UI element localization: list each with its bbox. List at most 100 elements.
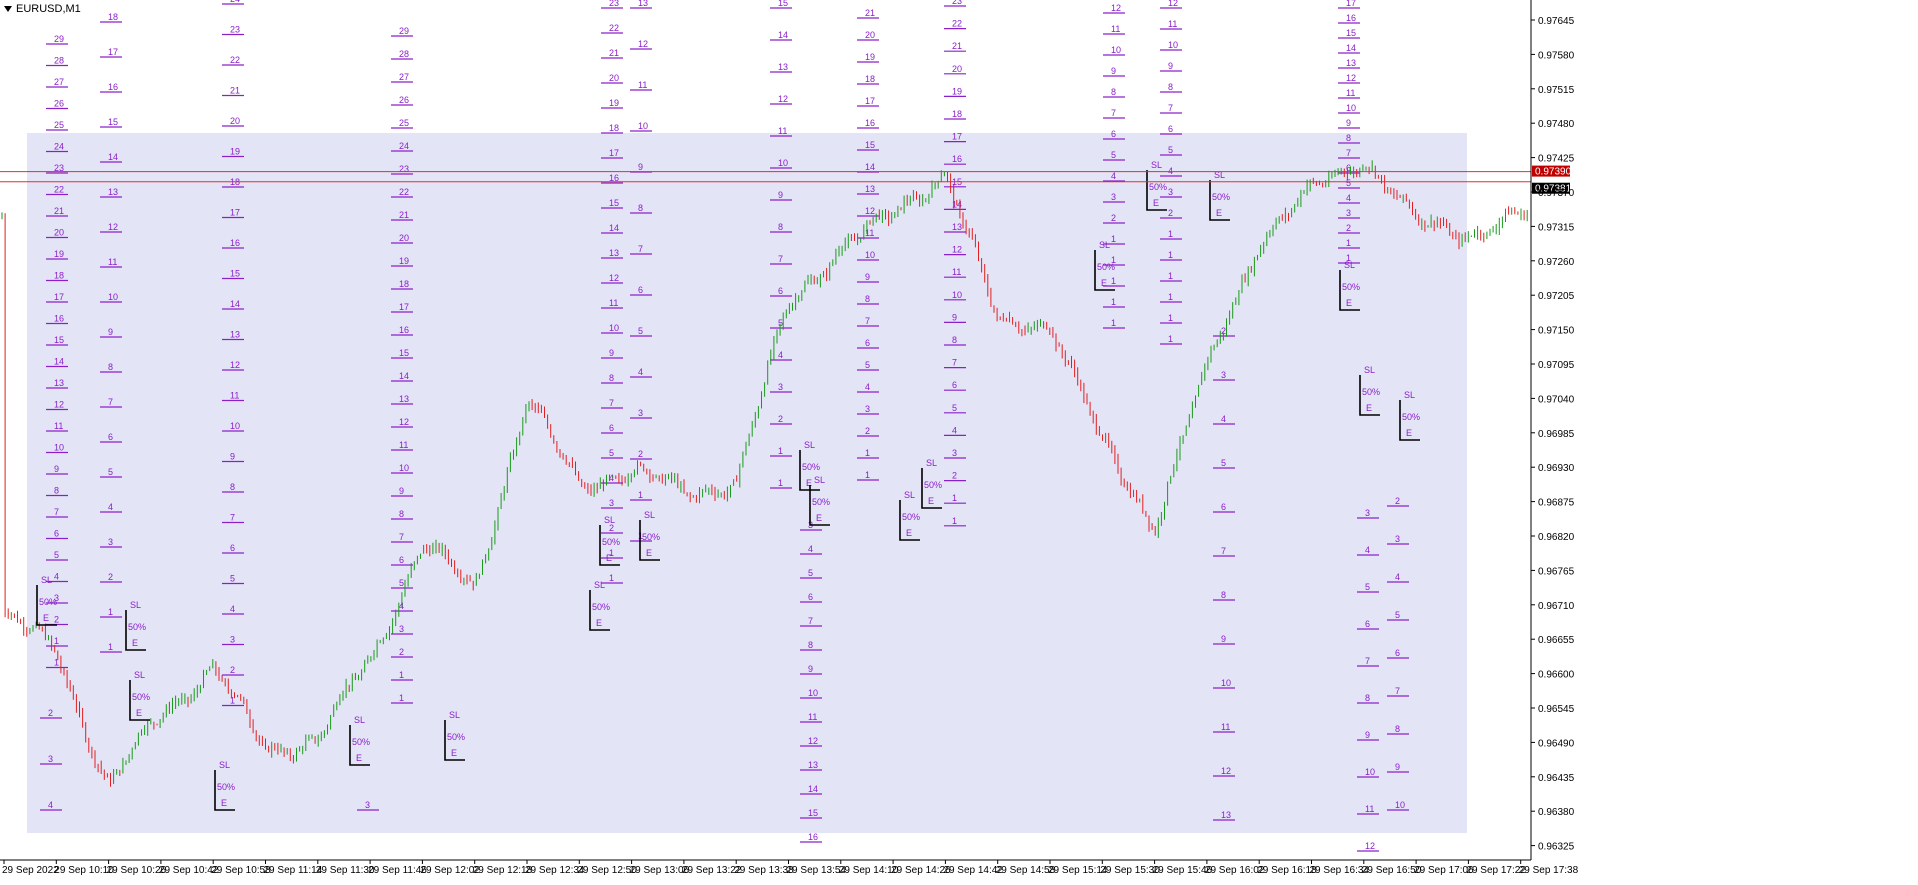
x-tick-label: 29 Sep 12:02 <box>420 865 480 876</box>
level-label: 5 <box>865 360 870 370</box>
level-label: 10 <box>952 290 962 300</box>
level-label: 9 <box>108 327 113 337</box>
level-label: 21 <box>952 41 962 51</box>
level-label: 6 <box>865 338 870 348</box>
entry-label: E <box>43 613 49 623</box>
entry-label: E <box>1346 298 1352 308</box>
level-label: 10 <box>399 463 409 473</box>
level-label: 13 <box>778 62 788 72</box>
trade-box <box>589 590 610 631</box>
fifty-label: 50% <box>217 782 235 792</box>
level-label: 27 <box>54 77 64 87</box>
level-label: 15 <box>1346 28 1356 38</box>
level-label: 23 <box>609 0 619 8</box>
sl-label: SL <box>354 715 365 725</box>
x-tick-label: 29 Sep 17:38 <box>1519 865 1579 876</box>
level-label: 11 <box>1111 24 1120 34</box>
fifty-label: 50% <box>1342 282 1360 292</box>
level-label: 3 <box>230 635 235 645</box>
level-label: 13 <box>399 394 409 404</box>
level-label: 1 <box>638 490 643 500</box>
x-tick-label: 29 Sep 15:30 <box>1100 865 1160 876</box>
chart-title[interactable]: EURUSD,M1 <box>4 3 81 15</box>
entry-label: E <box>1101 278 1107 288</box>
level-label: 24 <box>54 142 64 152</box>
level-label: 8 <box>638 203 643 213</box>
sl-label: SL <box>1151 160 1162 170</box>
level-label: 1 <box>399 693 404 703</box>
entry-label: E <box>646 548 652 558</box>
level-label: 13 <box>808 760 818 770</box>
level-label: 7 <box>1111 108 1116 118</box>
level-label: 6 <box>1346 163 1351 173</box>
level-label: 2 <box>609 523 614 533</box>
price-label-current-bg <box>1532 182 1570 194</box>
level-label: 1 <box>1168 250 1173 260</box>
x-tick-label: 29 Sep 12:50 <box>577 865 637 876</box>
level-label: 5 <box>54 550 59 560</box>
level-label: 20 <box>399 233 409 243</box>
x-tick-label: 29 Sep 16:50 <box>1362 865 1422 876</box>
x-tick-label: 29 Sep 10:58 <box>211 865 271 876</box>
fifty-label: 50% <box>1149 182 1167 192</box>
y-tick-label: 0.96490 <box>1538 738 1575 749</box>
level-label: 9 <box>952 312 957 322</box>
y-tick-label: 0.97480 <box>1538 119 1575 130</box>
fifty-label: 50% <box>352 737 370 747</box>
sl-label: SL <box>604 515 615 525</box>
sl-label: SL <box>219 760 230 770</box>
level-label: 1 <box>1111 234 1116 244</box>
y-tick-label: 0.96820 <box>1538 532 1575 543</box>
level-label: 1 <box>1168 334 1173 344</box>
x-tick-label: 29 Sep 13:38 <box>734 865 794 876</box>
level-label: 10 <box>808 688 818 698</box>
x-tick-label: 29 Sep 10:10 <box>54 865 114 876</box>
level-label: 10 <box>778 158 788 168</box>
level-label: 1 <box>1168 313 1173 323</box>
level-label: 26 <box>399 95 409 105</box>
level-label: 7 <box>230 513 235 523</box>
price-label-upper-bg <box>1532 165 1570 177</box>
level-label: 21 <box>609 48 619 58</box>
level-label: 6 <box>230 543 235 553</box>
level-label: 7 <box>952 358 957 368</box>
trade-box <box>36 585 57 626</box>
x-tick-label: 29 Sep 13:54 <box>787 865 847 876</box>
fifty-label: 50% <box>602 537 620 547</box>
level-label: 4 <box>1168 166 1173 176</box>
entry-label: E <box>1366 403 1372 413</box>
level-label: 10 <box>609 323 619 333</box>
sl-label: SL <box>594 580 605 590</box>
level-label: 9 <box>808 664 813 674</box>
level-label: 7 <box>865 316 870 326</box>
y-tick-label: 0.97645 <box>1538 16 1575 27</box>
level-label: 11 <box>230 391 239 401</box>
y-tick-label: 0.97205 <box>1538 291 1575 302</box>
level-label: 16 <box>952 154 962 164</box>
level-label: 22 <box>609 23 619 33</box>
level-label: 16 <box>865 118 875 128</box>
level-label: 8 <box>399 509 404 519</box>
y-tick-label: 0.96600 <box>1538 670 1575 681</box>
chevron-down-icon[interactable] <box>4 6 12 12</box>
entry-label: E <box>1216 208 1222 218</box>
level-label: 11 <box>108 257 117 267</box>
level-label: 6 <box>778 286 783 296</box>
level-label: 3 <box>865 404 870 414</box>
level-label: 12 <box>808 736 818 746</box>
level-label: 8 <box>609 373 614 383</box>
level-label: 10 <box>1221 678 1231 688</box>
level-label: 7 <box>778 254 783 264</box>
y-tick-label: 0.97150 <box>1538 326 1575 337</box>
level-label: 16 <box>1346 13 1356 23</box>
sl-label: SL <box>904 490 915 500</box>
level-label: 5 <box>609 448 614 458</box>
entry-label: E <box>132 638 138 648</box>
level-label: 15 <box>808 808 818 818</box>
level-label: 1 <box>1168 229 1173 239</box>
y-tick-label: 0.96325 <box>1538 842 1575 853</box>
level-label: 15 <box>108 117 118 127</box>
x-tick-label: 29 Sep 10:26 <box>107 865 167 876</box>
